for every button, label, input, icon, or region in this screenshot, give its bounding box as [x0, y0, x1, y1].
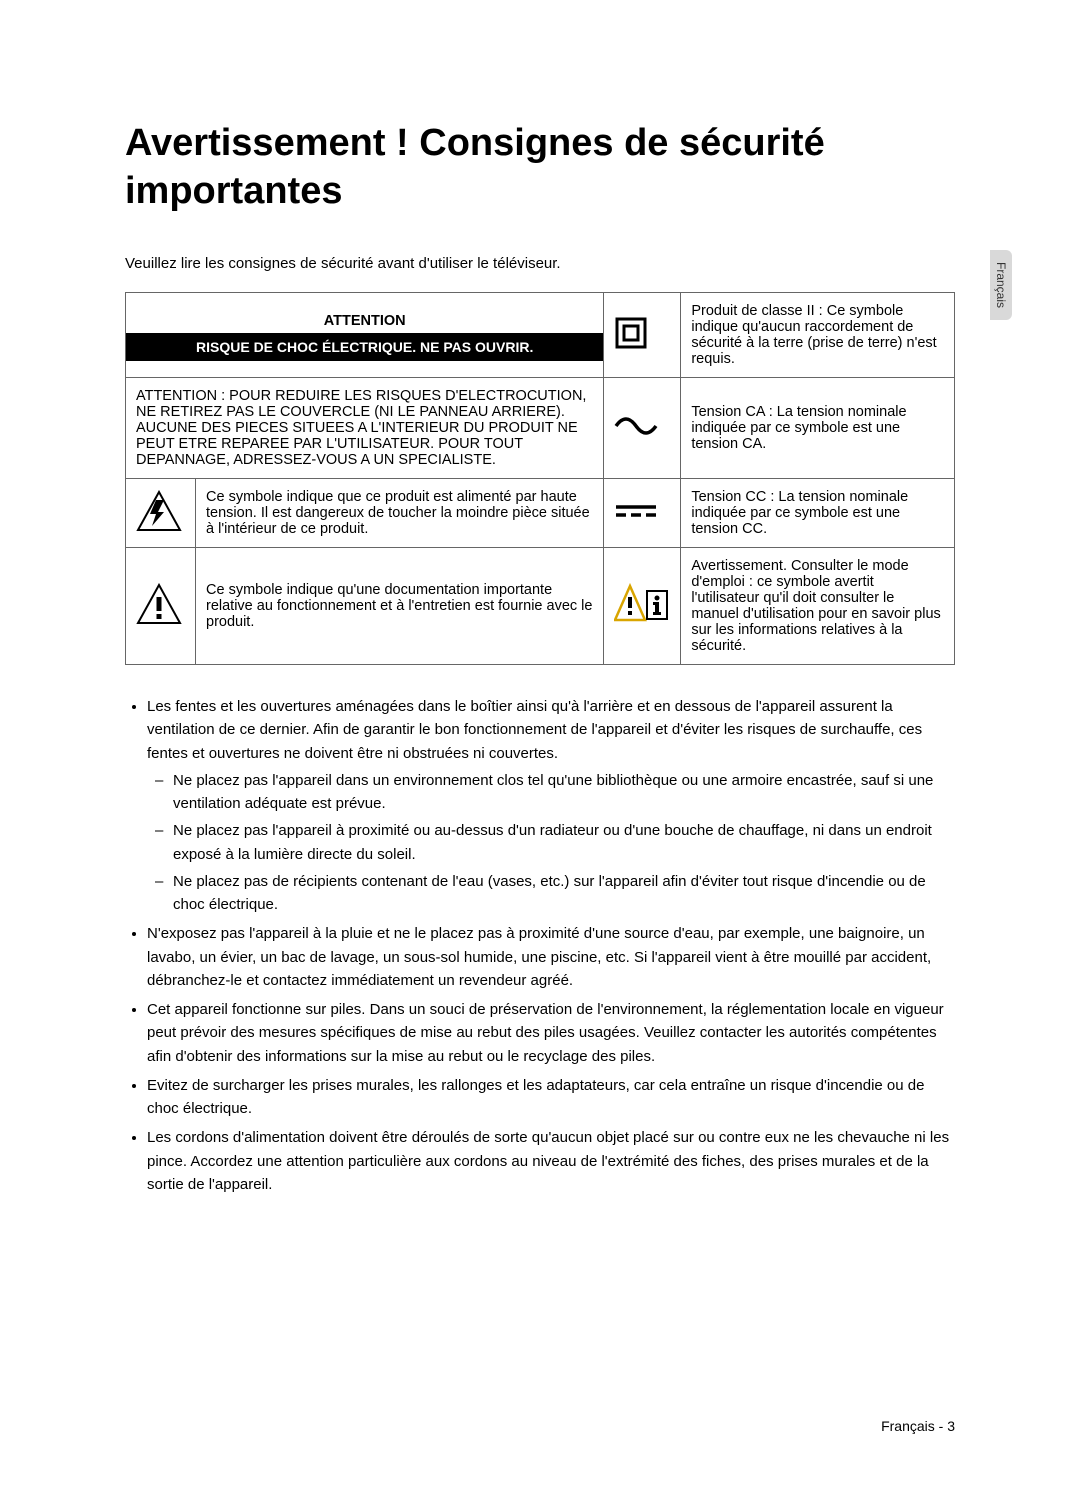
- lightning-icon-cell: [126, 479, 196, 548]
- exclamation-text: Ce symbole indique qu'une documentation …: [196, 548, 604, 665]
- manual-warning-icon: [614, 583, 670, 625]
- dc-icon: [614, 501, 658, 521]
- bullet-item: Cet appareil fonctionne sur piles. Dans …: [147, 998, 955, 1068]
- sub-bullets: Ne placez pas l'appareil dans un environ…: [147, 769, 955, 917]
- bullet-item: Les cordons d'alimentation doivent être …: [147, 1126, 955, 1196]
- class2-icon: [614, 316, 648, 350]
- class2-icon-cell: [604, 293, 681, 378]
- class2-text: Produit de classe II : Ce symbole indiqu…: [681, 293, 955, 378]
- exclamation-triangle-icon: [136, 583, 182, 625]
- attention-sub: RISQUE DE CHOC ÉLECTRIQUE. NE PAS OUVRIR…: [126, 333, 603, 361]
- safety-bullets: Les fentes et les ouvertures aménagées d…: [125, 695, 955, 1196]
- manual-text: Avertissement. Consulter le mode d'emplo…: [681, 548, 955, 665]
- dc-text: Tension CC : La tension nominale indiqué…: [681, 479, 955, 548]
- attention-body: ATTENTION : POUR REDUIRE LES RISQUES D'E…: [126, 378, 604, 479]
- attention-header: ATTENTION: [126, 309, 603, 333]
- dc-icon-cell: [604, 479, 681, 548]
- sub-bullet-item: Ne placez pas l'appareil à proximité ou …: [173, 819, 955, 866]
- page-footer: Français - 3: [881, 1418, 955, 1434]
- safety-symbols-table: ATTENTION RISQUE DE CHOC ÉLECTRIQUE. NE …: [125, 292, 955, 665]
- sub-bullet-item: Ne placez pas de récipients contenant de…: [173, 870, 955, 917]
- language-tab: Français: [990, 250, 1012, 320]
- ac-icon: [614, 414, 658, 438]
- exclamation-icon-cell: [126, 548, 196, 665]
- lightning-text: Ce symbole indique que ce produit est al…: [196, 479, 604, 548]
- sub-bullet-item: Ne placez pas l'appareil dans un environ…: [173, 769, 955, 816]
- lightning-triangle-icon: [136, 490, 182, 532]
- manual-icon-cell: [604, 548, 681, 665]
- bullet-item: Les fentes et les ouvertures aménagées d…: [147, 695, 955, 916]
- ac-text: Tension CA : La tension nominale indiqué…: [681, 378, 955, 479]
- page-title: Avertissement ! Consignes de sécurité im…: [125, 120, 955, 215]
- bullet-item: Evitez de surcharger les prises murales,…: [147, 1074, 955, 1121]
- intro-text: Veuillez lire les consignes de sécurité …: [125, 255, 955, 272]
- bullet-item: N'exposez pas l'appareil à la pluie et n…: [147, 922, 955, 992]
- ac-icon-cell: [604, 378, 681, 479]
- bullet-text: Les fentes et les ouvertures aménagées d…: [147, 698, 922, 762]
